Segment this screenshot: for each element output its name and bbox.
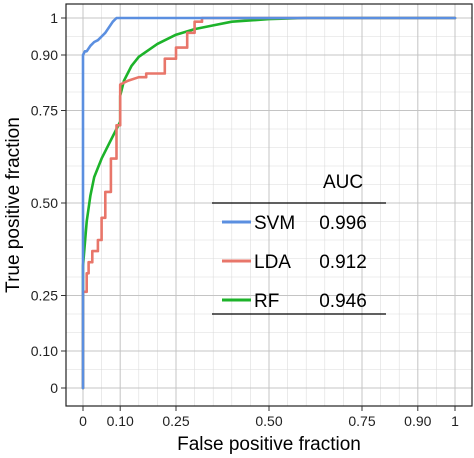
- tick-layer: 0 0.10 0.25 0.50 0.75 0.90 1 0 0.10 0.25 0.50 0.75 0…: [31, 10, 459, 429]
- x-tick-label: 1: [451, 413, 459, 429]
- legend-auc-rf: 0.946: [319, 291, 367, 312]
- series-layer: [81, 16, 457, 390]
- legend-label-svm: SVM: [254, 213, 295, 234]
- x-tick-label: 0.10: [107, 413, 134, 429]
- legend-auc-lda: 0.912: [319, 252, 367, 273]
- y-tick-label: 0.90: [31, 47, 58, 63]
- legend: AUC SVM 0.996 LDA 0.912 RF 0.946: [212, 172, 386, 315]
- y-tick-label: 1: [50, 10, 58, 26]
- y-tick-label: 0.25: [31, 288, 58, 304]
- series-line-svm: [81, 16, 457, 390]
- grid-layer: [66, 4, 472, 406]
- y-tick-label: 0.10: [31, 343, 58, 359]
- legend-label-rf: RF: [254, 291, 279, 312]
- legend-label-lda: LDA: [254, 252, 291, 273]
- legend-auc-svm: 0.996: [319, 213, 367, 234]
- x-tick-label: 0: [79, 413, 87, 429]
- x-tick-label: 0.90: [404, 413, 431, 429]
- y-axis-title: True positive fraction: [3, 117, 24, 293]
- x-tick-label: 0.75: [348, 413, 375, 429]
- y-tick-label: 0.75: [31, 103, 58, 119]
- x-axis-title: False positive fraction: [177, 434, 361, 455]
- y-tick-label: 0.50: [31, 195, 58, 211]
- x-tick-label: 0.25: [162, 413, 189, 429]
- x-tick-label: 0.50: [255, 413, 282, 429]
- legend-header: AUC: [323, 172, 363, 193]
- y-tick-label: 0: [50, 380, 58, 396]
